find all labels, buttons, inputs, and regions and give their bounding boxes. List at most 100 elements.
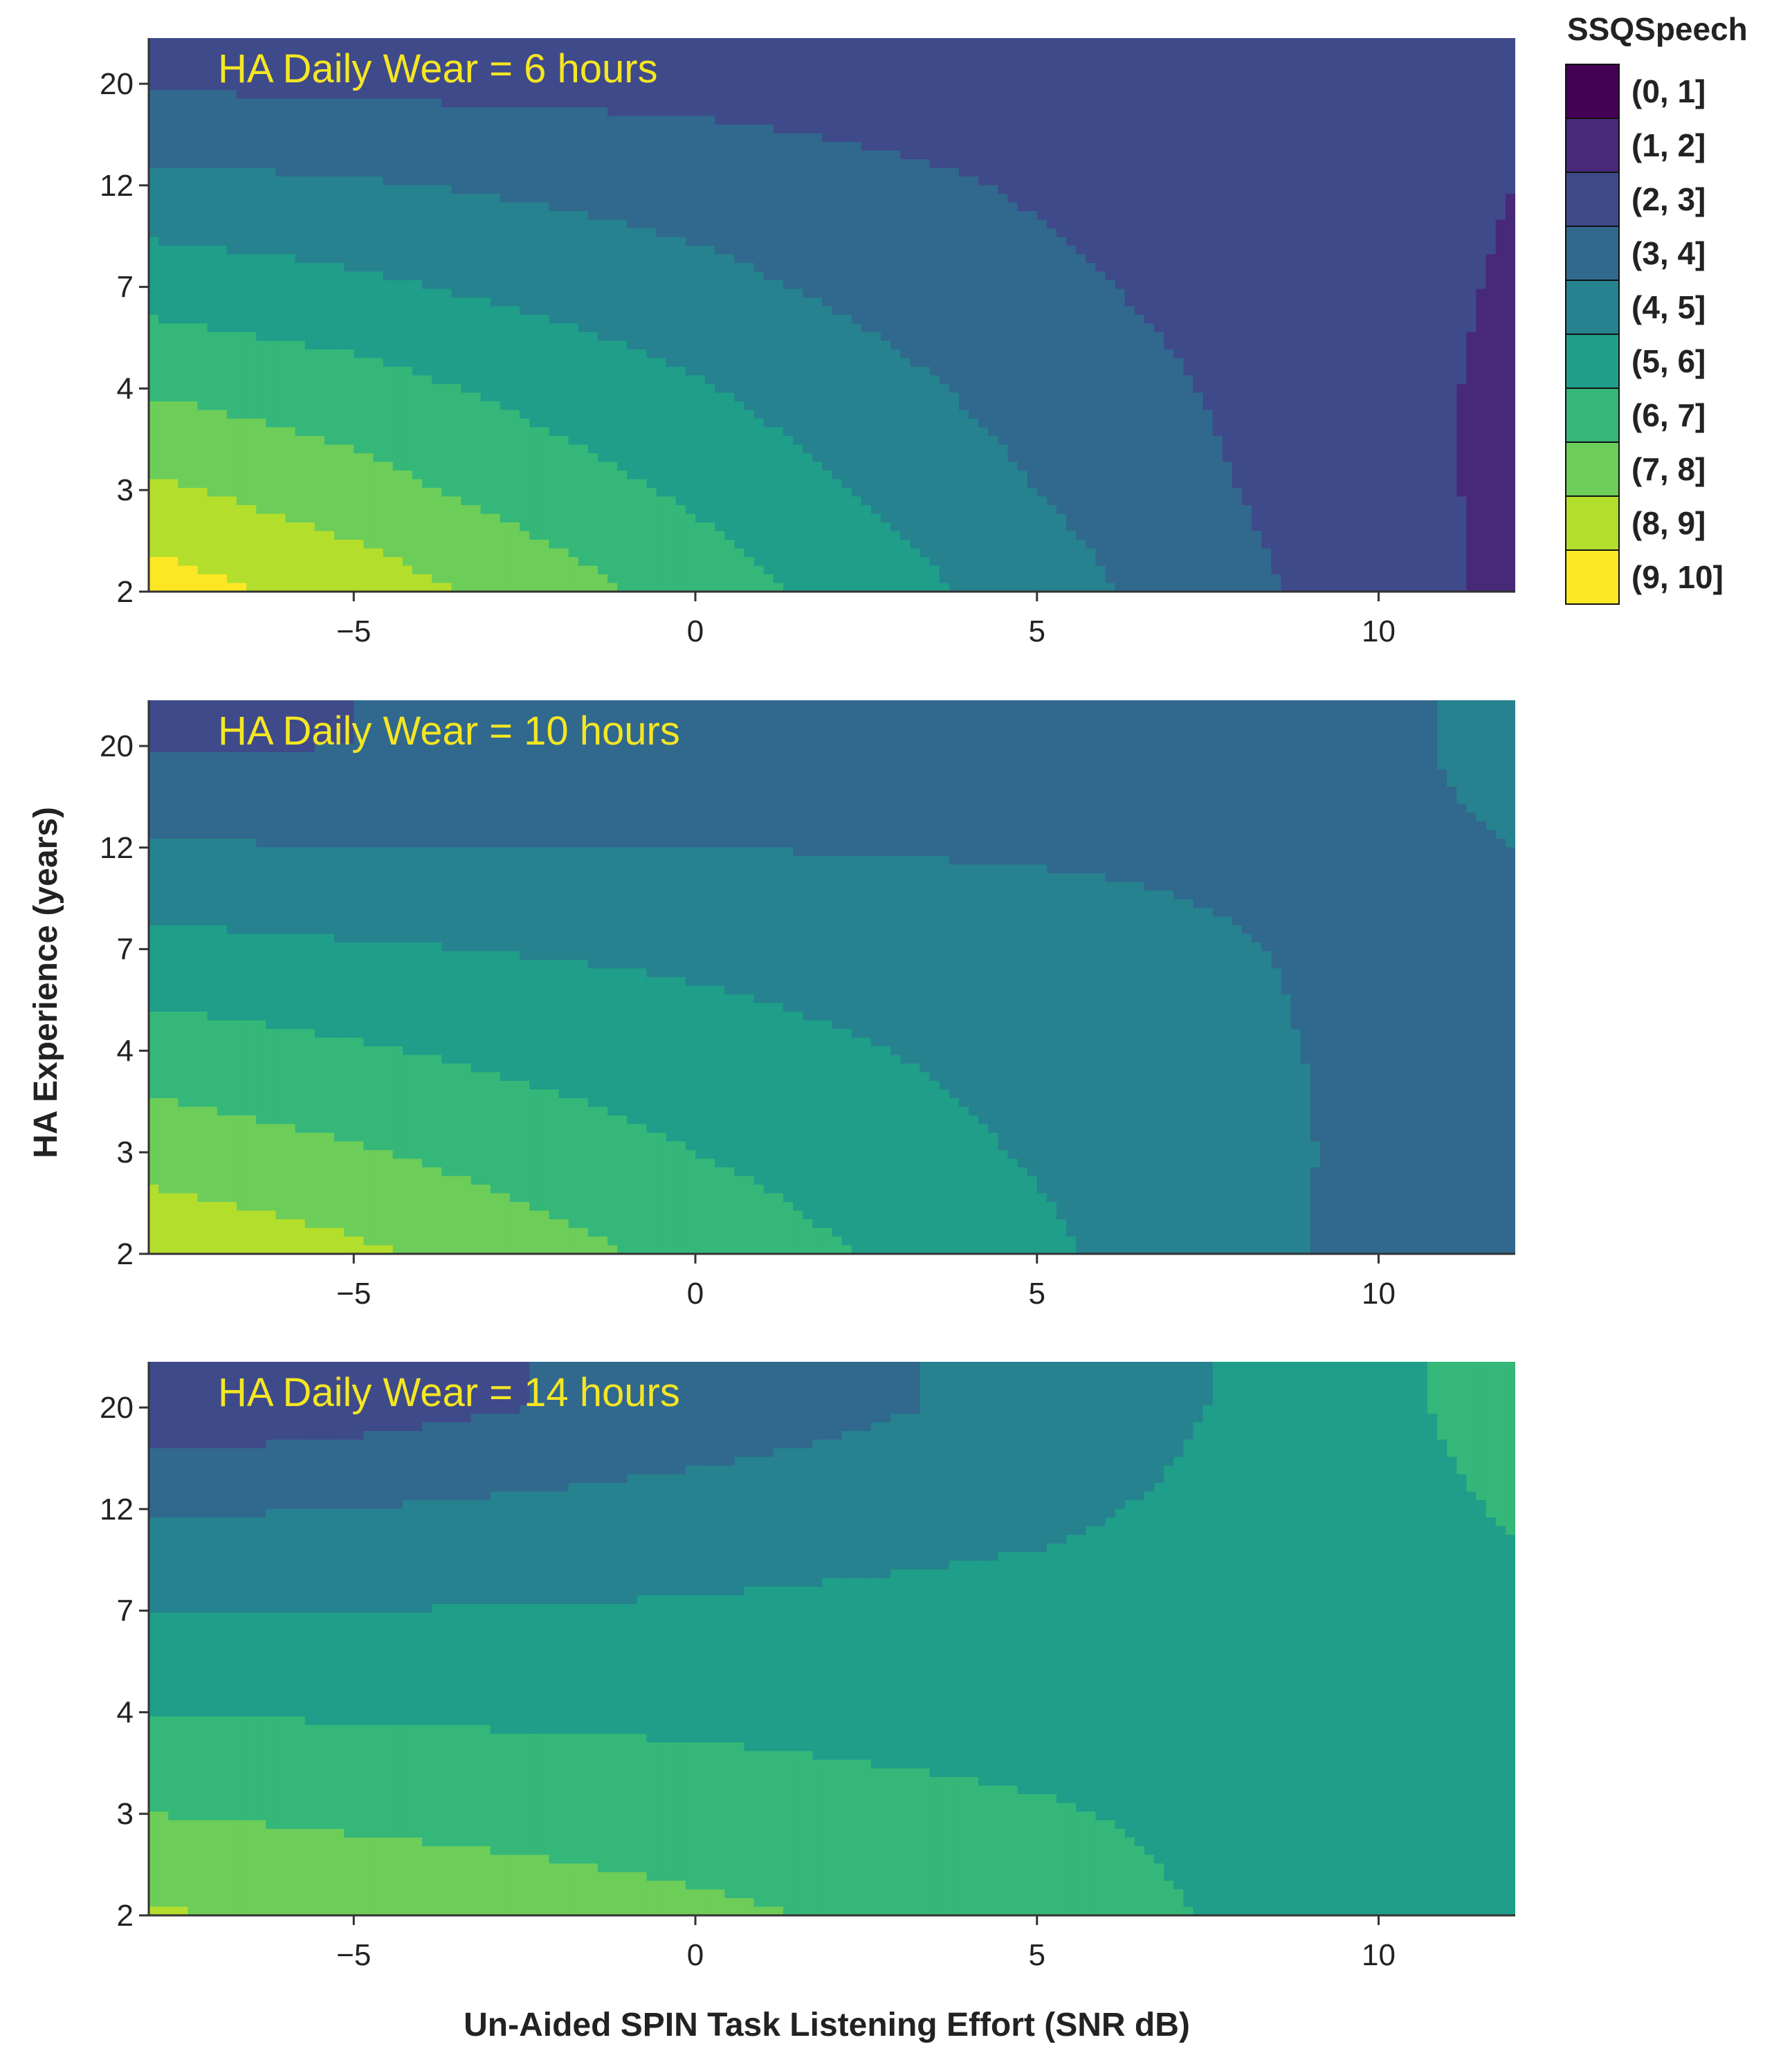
contour-cell xyxy=(1310,90,1321,100)
contour-cell xyxy=(226,142,237,152)
contour-cell xyxy=(695,73,706,82)
contour-cell xyxy=(988,81,999,91)
contour-cell xyxy=(149,133,159,143)
contour-cell xyxy=(978,211,989,221)
contour-cell xyxy=(285,263,296,273)
contour-cell xyxy=(910,202,921,212)
contour-cell xyxy=(1027,323,1038,333)
contour-cell xyxy=(705,315,716,325)
contour-cell xyxy=(441,81,452,91)
contour-cell xyxy=(1007,237,1018,246)
contour-cell xyxy=(1427,98,1438,108)
contour-cell xyxy=(1349,228,1360,238)
contour-cell xyxy=(1407,167,1418,177)
contour-cell xyxy=(666,246,677,255)
contour-cell xyxy=(383,194,394,203)
contour-cell xyxy=(939,263,950,273)
contour-cell xyxy=(1046,315,1057,325)
contour-cell xyxy=(1124,315,1135,325)
contour-cell xyxy=(1329,306,1340,316)
contour-cell xyxy=(597,107,608,117)
contour-cell xyxy=(1252,176,1263,186)
contour-cell xyxy=(705,271,716,281)
contour-cell xyxy=(412,246,423,255)
contour-cell xyxy=(500,142,511,152)
contour-cell xyxy=(763,150,774,160)
contour-cell xyxy=(646,263,657,273)
contour-cell xyxy=(158,228,170,238)
contour-cell xyxy=(1095,306,1106,316)
contour-cell xyxy=(1154,185,1164,194)
contour-cell xyxy=(402,211,413,221)
contour-cell xyxy=(910,176,921,186)
contour-cell xyxy=(558,211,569,221)
contour-cell xyxy=(168,246,179,255)
contour-cell xyxy=(870,219,881,229)
contour-cell xyxy=(207,271,218,281)
contour-cell xyxy=(1232,185,1243,194)
contour-cell xyxy=(500,159,511,169)
contour-cell xyxy=(334,194,345,203)
contour-cell xyxy=(607,81,618,91)
contour-cell xyxy=(402,263,413,273)
contour-cell xyxy=(373,142,384,152)
contour-cell xyxy=(178,90,189,100)
contour-cell xyxy=(822,98,833,108)
contour-cell xyxy=(1144,150,1155,160)
contour-cell xyxy=(861,202,872,212)
contour-cell xyxy=(1232,228,1243,238)
contour-cell xyxy=(1086,298,1097,307)
contour-cell xyxy=(1232,159,1243,169)
contour-cell xyxy=(490,315,501,325)
contour-cell xyxy=(1378,289,1389,298)
contour-cell xyxy=(1193,202,1204,212)
contour-cell xyxy=(695,150,706,160)
contour-cell xyxy=(275,280,286,290)
contour-cell xyxy=(178,81,189,91)
contour-cell xyxy=(685,211,696,221)
contour-cell xyxy=(861,228,872,238)
contour-cell xyxy=(197,289,208,298)
contour-cell xyxy=(1144,176,1155,186)
contour-cell xyxy=(1290,219,1301,229)
contour-cell xyxy=(1271,289,1282,298)
contour-cell xyxy=(363,185,374,194)
contour-cell xyxy=(354,98,365,108)
contour-cell xyxy=(256,90,267,100)
contour-cell xyxy=(432,271,443,281)
contour-cell xyxy=(509,246,520,255)
contour-cell xyxy=(432,194,443,203)
contour-cell xyxy=(753,167,765,177)
contour-cell xyxy=(685,116,696,125)
contour-cell xyxy=(617,142,628,152)
contour-cell xyxy=(246,263,257,273)
contour-cell xyxy=(1437,116,1448,125)
contour-cell xyxy=(1154,64,1164,73)
contour-cell xyxy=(188,142,199,152)
contour-cell xyxy=(753,116,765,125)
contour-cell xyxy=(1056,142,1067,152)
contour-cell xyxy=(295,263,306,273)
contour-cell xyxy=(1124,38,1135,48)
contour-cell xyxy=(354,38,365,48)
contour-cell xyxy=(1329,159,1340,169)
contour-cell xyxy=(461,142,472,152)
contour-cell xyxy=(695,46,706,56)
contour-cell xyxy=(900,306,911,316)
contour-cell xyxy=(178,280,189,290)
contour-cell xyxy=(568,98,579,108)
contour-cell xyxy=(744,116,755,125)
contour-cell xyxy=(304,107,316,117)
contour-cell xyxy=(607,125,618,134)
contour-cell xyxy=(470,125,482,134)
contour-cell xyxy=(812,116,823,125)
contour-cell xyxy=(236,271,247,281)
contour-cell xyxy=(1027,55,1038,65)
contour-cell xyxy=(607,159,618,169)
contour-cell xyxy=(1466,150,1477,160)
contour-cell xyxy=(266,219,277,229)
contour-cell xyxy=(470,323,482,333)
contour-cell xyxy=(1340,142,1350,152)
contour-cell xyxy=(646,211,657,221)
contour-cell xyxy=(998,246,1009,255)
